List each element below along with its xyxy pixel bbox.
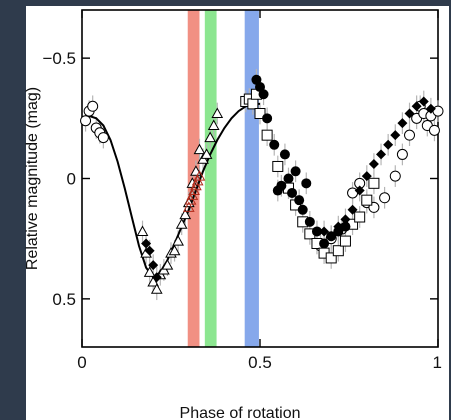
data-point-circle-filled — [287, 187, 298, 198]
data-point-circle-open — [396, 148, 408, 160]
data-point-diamond-filled — [319, 226, 330, 237]
y-tick-label: 0 — [67, 170, 76, 189]
data-point-diamond-filled — [347, 204, 358, 215]
data-point-circle-open — [389, 170, 401, 182]
y-tick-label: −0.5 — [42, 49, 76, 68]
data-point-square-open — [339, 235, 351, 247]
data-point-triangle-open — [172, 235, 184, 246]
data-point-diamond-filled — [326, 231, 337, 242]
data-point-circle-open — [87, 100, 99, 112]
x-tick-label: 0 — [77, 353, 86, 372]
data-point-square-open — [325, 252, 337, 264]
data-point-triangle-open — [204, 131, 217, 143]
data-point-diamond-filled — [340, 214, 351, 225]
data-point-square-open — [332, 245, 344, 257]
data-point-circle-filled — [258, 89, 269, 100]
data-point-triangle-red — [182, 201, 195, 212]
data-point-triangle-open — [193, 143, 206, 155]
data-point-diamond-filled — [404, 108, 415, 119]
data-point-diamond-filled — [390, 130, 401, 141]
data-point-triangle-open — [179, 208, 192, 220]
data-point-square-open — [361, 194, 373, 206]
band-green — [204, 10, 217, 347]
data-point-circle-open — [404, 129, 416, 141]
data-point-diamond-filled — [368, 159, 379, 170]
band-red — [187, 10, 200, 347]
y-axis-label: Relative magnitude (mag) — [24, 87, 41, 270]
data-point-circle-open — [428, 124, 440, 136]
data-point-diamond-filled — [148, 260, 159, 271]
data-point-triangle-open — [143, 266, 156, 277]
data-point-circle-filled — [297, 204, 308, 215]
data-point-triangle-red — [193, 170, 206, 181]
y-tick-label: 0.5 — [52, 290, 76, 309]
data-point-circle-open — [97, 132, 109, 144]
data-point-diamond-filled — [411, 101, 422, 112]
data-point-diamond-filled — [383, 139, 394, 150]
data-point-diamond-filled — [397, 118, 408, 129]
data-point-triangle-open — [150, 283, 163, 294]
data-point-circle-filled — [304, 216, 315, 227]
band-blue — [244, 10, 259, 347]
data-point-square-open — [368, 177, 380, 189]
data-point-triangle-open — [175, 218, 188, 229]
data-point-diamond-filled — [151, 272, 162, 283]
data-point-square-open — [272, 160, 284, 172]
data-point-triangle-open — [200, 148, 213, 159]
data-point-square-open — [254, 108, 266, 120]
data-point-diamond-filled — [425, 103, 436, 114]
data-point-circle-open — [379, 192, 391, 204]
data-point-triangle-open — [168, 244, 181, 256]
data-point-diamond-filled — [418, 96, 429, 107]
data-point-circle-filled — [301, 178, 312, 189]
data-point-circle-filled — [311, 226, 322, 237]
data-point-square-open — [247, 98, 259, 110]
data-point-triangle-open — [147, 275, 160, 287]
plot-background — [26, 6, 449, 420]
data-point-circle-filled — [269, 139, 280, 150]
data-point-diamond-filled — [376, 149, 387, 160]
data-point-triangle-open — [211, 107, 224, 119]
data-point-diamond-filled — [361, 171, 372, 182]
data-point-circle-open — [80, 115, 92, 127]
data-point-circle-filled — [340, 221, 351, 232]
data-point-triangle-open — [161, 259, 174, 270]
data-point-circle-filled — [294, 195, 305, 206]
data-point-diamond-filled — [144, 245, 155, 256]
data-point-triangle-open — [207, 119, 220, 131]
data-point-circle-filled — [290, 166, 301, 177]
data-point-triangle-open — [136, 225, 149, 236]
x-tick-label: 1 — [433, 353, 442, 372]
data-point-square-open — [354, 211, 366, 223]
x-tick-label: 0.5 — [248, 353, 272, 372]
x-axis-label: Phase of rotation — [180, 405, 301, 420]
data-point-diamond-filled — [141, 238, 152, 249]
data-point-circle-filled — [276, 180, 287, 191]
data-point-diamond-filled — [354, 185, 365, 196]
data-point-square-open — [261, 129, 273, 141]
data-point-circle-filled — [262, 113, 273, 124]
data-point-circle-filled — [283, 173, 294, 184]
data-point-circle-filled — [319, 238, 330, 249]
data-point-diamond-filled — [333, 221, 344, 232]
data-point-circle-filled — [279, 149, 290, 160]
